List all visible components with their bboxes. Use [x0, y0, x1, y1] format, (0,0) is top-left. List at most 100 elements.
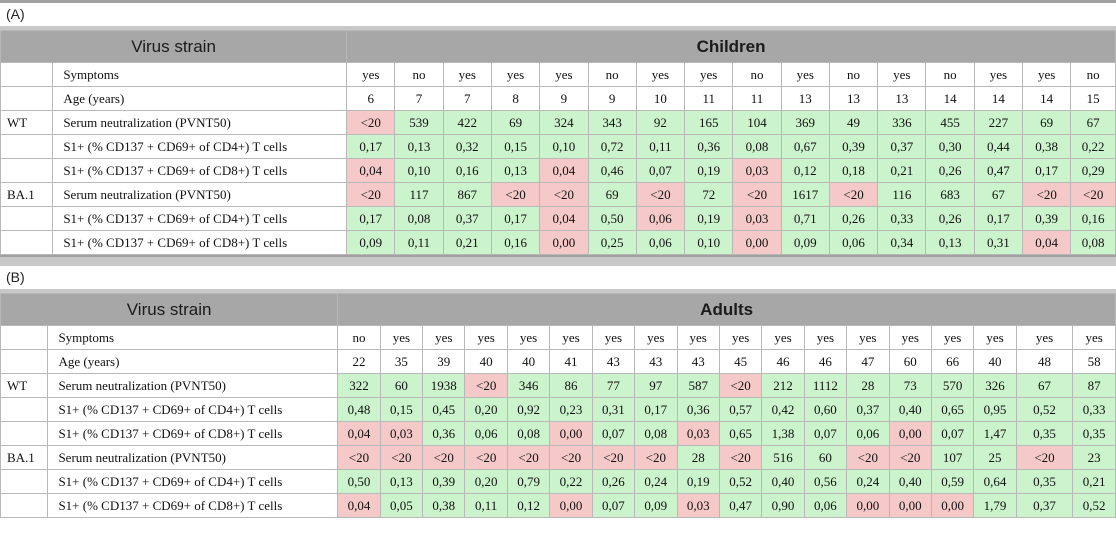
symptom-cell: yes	[973, 325, 1017, 350]
value-cell: 0,00	[732, 230, 782, 255]
value-cell: 1,47	[973, 421, 1017, 446]
value-cell: 0,24	[634, 469, 678, 494]
age-cell: 22	[337, 349, 381, 374]
symptom-cell: yes	[634, 325, 678, 350]
symptom-cell: yes	[684, 62, 734, 87]
symptom-cell: yes	[549, 325, 593, 350]
value-cell: 422	[442, 110, 492, 135]
value-cell: 0,07	[803, 421, 848, 446]
value-cell: 0,00	[549, 493, 593, 518]
row-label-cd8: S1+ (% CD137 + CD69+ of CD8+) T cells	[52, 158, 348, 183]
value-cell: 0,38	[1022, 134, 1072, 159]
symptom-cell: no	[1070, 62, 1116, 87]
age-cell: 43	[591, 349, 636, 374]
value-cell: 0,37	[846, 397, 890, 422]
value-cell: 0,13	[490, 158, 541, 183]
value-cell: <20	[464, 445, 508, 470]
strain-cell-empty	[0, 421, 49, 446]
value-cell: 0,03	[732, 206, 782, 231]
symptom-cell: yes	[635, 62, 686, 87]
value-cell: 0,04	[1022, 230, 1072, 255]
strain-cell-empty	[0, 62, 54, 87]
value-cell: 107	[930, 445, 975, 470]
value-cell: 324	[539, 110, 589, 135]
symptom-cell: no	[925, 62, 975, 87]
value-cell: 0,17	[1022, 158, 1072, 183]
value-cell: 0,04	[337, 493, 381, 518]
group-header: Children	[346, 30, 1116, 63]
value-cell: 0,90	[761, 493, 805, 518]
value-cell: 455	[925, 110, 975, 135]
value-cell: 0,19	[684, 158, 734, 183]
value-cell: 326	[973, 373, 1017, 398]
children-table: Virus strain Children Symptoms yes no yes yes y…	[0, 30, 1116, 255]
value-cell: 0,03	[732, 158, 782, 183]
strain-cell-empty	[0, 230, 54, 255]
value-cell: <20	[379, 445, 424, 470]
value-cell: <20	[337, 445, 381, 470]
value-cell: 0,52	[718, 469, 763, 494]
value-cell: 0,17	[634, 397, 678, 422]
row-label-cd4: S1+ (% CD137 + CD69+ of CD4+) T cells	[47, 469, 339, 494]
value-cell: 0,21	[1072, 469, 1116, 494]
value-cell: 0,37	[877, 134, 927, 159]
value-cell: 0,31	[591, 397, 636, 422]
value-cell: 336	[877, 110, 927, 135]
value-cell: 0,45	[422, 397, 466, 422]
data-row: S1+ (% CD137 + CD69+ of CD4+) T cells 0,1…	[0, 134, 1116, 159]
value-cell: 0,15	[379, 397, 424, 422]
value-cell: 0,08	[506, 421, 551, 446]
data-row: S1+ (% CD137 + CD69+ of CD8+) T cells 0,0…	[0, 230, 1116, 255]
value-cell: 0,13	[379, 469, 424, 494]
age-cell: 8	[490, 86, 541, 111]
strain-cell-empty	[0, 397, 49, 422]
value-cell: 0,37	[442, 206, 492, 231]
value-cell: 69	[587, 182, 637, 207]
value-cell: 0,95	[973, 397, 1017, 422]
value-cell: 67	[1070, 110, 1116, 135]
value-cell: 0,39	[422, 469, 466, 494]
value-cell: 0,31	[973, 230, 1024, 255]
value-cell: 0,00	[846, 493, 890, 518]
value-cell: 0,17	[346, 206, 396, 231]
value-cell: 0,17	[490, 206, 541, 231]
age-cell: 58	[1072, 349, 1116, 374]
value-cell: <20	[1070, 182, 1116, 207]
value-cell: 0,40	[761, 469, 805, 494]
age-cell: 46	[761, 349, 805, 374]
symptoms-row: Symptoms yes no yes yes yes no yes yes no yes no yes…	[0, 62, 1116, 87]
value-cell: 23	[1072, 445, 1116, 470]
age-cell: 46	[803, 349, 848, 374]
value-cell: 92	[635, 110, 686, 135]
value-cell: 0,03	[379, 421, 424, 446]
value-cell: <20	[506, 445, 551, 470]
symptom-cell: yes	[930, 325, 975, 350]
value-cell: 0,34	[877, 230, 927, 255]
age-cell: 40	[506, 349, 551, 374]
value-cell: 28	[676, 445, 720, 470]
value-cell: 0,17	[346, 134, 396, 159]
value-cell: <20	[635, 182, 686, 207]
data-row: S1+ (% CD137 + CD69+ of CD4+) T cells 0,5…	[0, 469, 1116, 494]
header-row: Virus strain Adults	[0, 293, 1116, 326]
value-cell: 0,57	[718, 397, 763, 422]
value-cell: 516	[761, 445, 805, 470]
row-label-serum: Serum neutralization (PVNT50)	[52, 182, 348, 207]
value-cell: 25	[973, 445, 1017, 470]
value-cell: 0,00	[549, 421, 593, 446]
value-cell: 0,36	[684, 134, 734, 159]
value-cell: 346	[506, 373, 551, 398]
value-cell: 867	[442, 182, 492, 207]
age-cell: 45	[718, 349, 763, 374]
symptom-cell: yes	[379, 325, 424, 350]
data-row: WT Serum neutralization (PVNT50) <20 539 422…	[0, 110, 1116, 135]
value-cell: 0,52	[1072, 493, 1116, 518]
value-cell: 0,50	[587, 206, 637, 231]
value-cell: 67	[973, 182, 1024, 207]
value-cell: 0,46	[587, 158, 637, 183]
panel-label: (B)	[0, 266, 1116, 289]
value-cell: 0,06	[635, 206, 686, 231]
value-cell: 0,05	[379, 493, 424, 518]
age-cell: 43	[634, 349, 678, 374]
strain-name: WT	[0, 110, 54, 135]
